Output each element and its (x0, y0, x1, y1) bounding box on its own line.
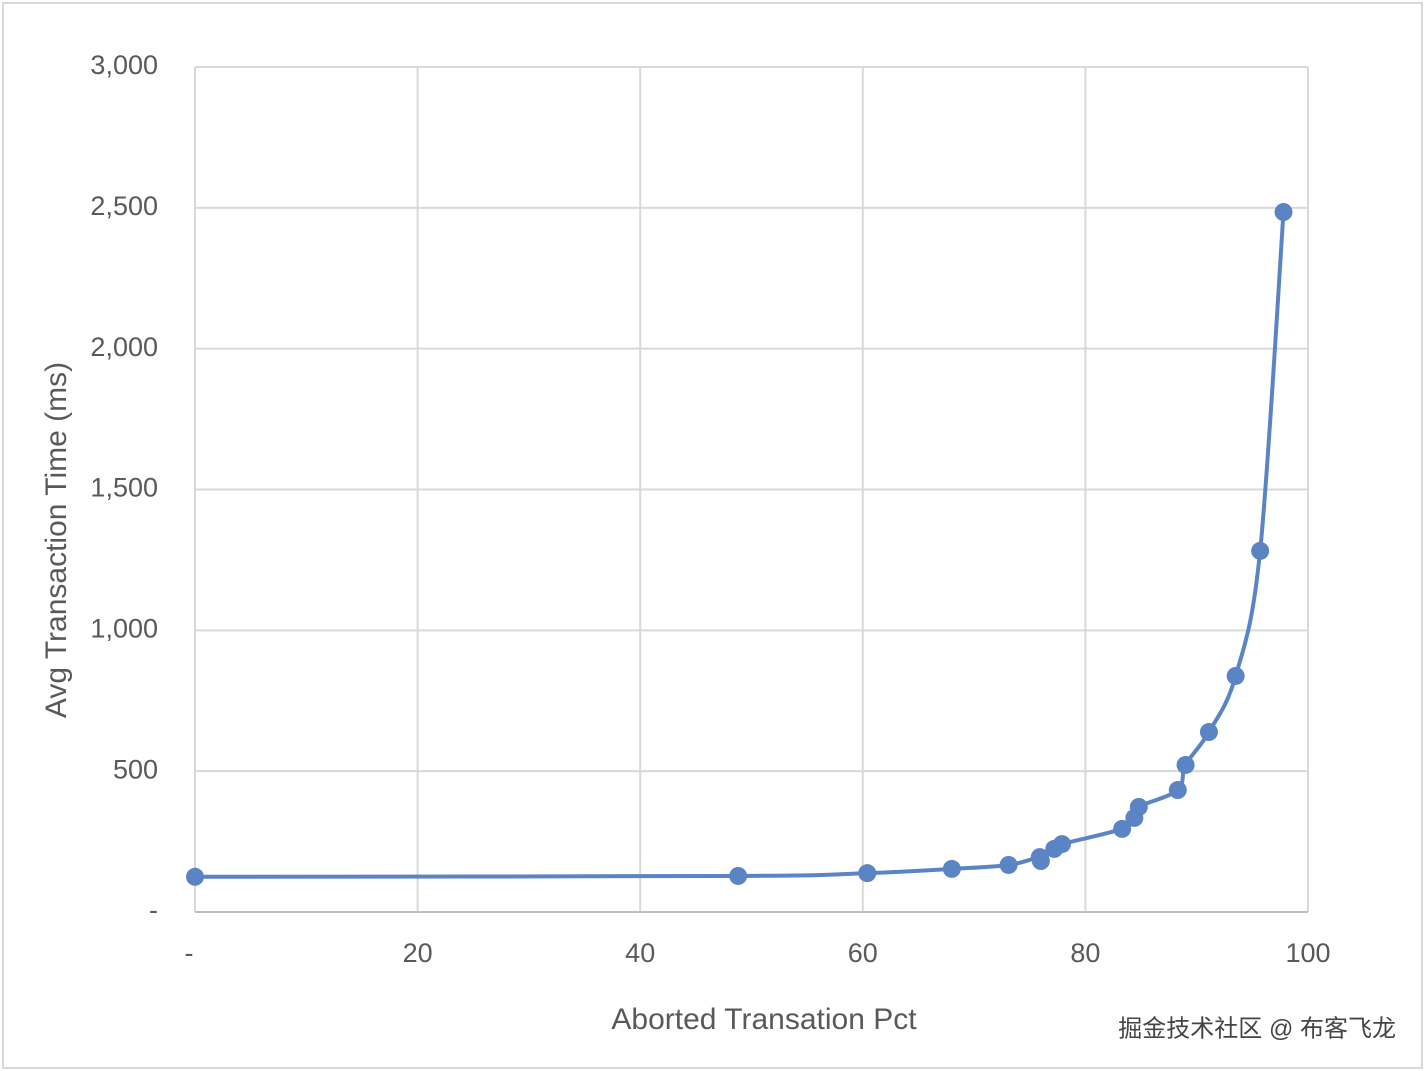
data-point (858, 864, 877, 883)
y-tick-label: 1,500 (90, 473, 158, 503)
y-tick-label: 2,000 (90, 332, 158, 362)
data-point (1226, 666, 1245, 685)
data-point (942, 859, 961, 878)
x-tick-label: 80 (1070, 938, 1100, 968)
data-point (1053, 835, 1072, 854)
data-point (1113, 819, 1132, 838)
x-tick-label: 60 (848, 938, 878, 968)
data-point (1129, 797, 1148, 816)
x-tick-label: 100 (1285, 938, 1330, 968)
data-point (186, 867, 204, 886)
y-tick-label: 500 (113, 754, 158, 784)
x-tick-label: - (185, 938, 194, 968)
data-point (729, 866, 748, 885)
y-tick-label: 3,000 (90, 50, 158, 80)
data-point (1031, 852, 1050, 871)
y-tick-label: 1,000 (90, 613, 158, 643)
data-point (1199, 723, 1218, 742)
y-tick-label: - (149, 895, 158, 925)
watermark: 掘金技术社区 @ 布客飞龙 (1118, 1015, 1396, 1042)
data-point (1176, 755, 1195, 774)
data-point (1274, 203, 1293, 222)
data-point (999, 855, 1018, 874)
x-tick-label: 20 (403, 938, 433, 968)
y-tick-label: 2,500 (90, 191, 158, 221)
x-tick-label: 40 (625, 938, 655, 968)
data-point (1251, 541, 1270, 560)
x-axis-title: Aborted Transation Pct (611, 1003, 917, 1036)
y-axis-title: Avg Transaction Time (ms) (40, 362, 73, 718)
data-point (1168, 781, 1187, 800)
